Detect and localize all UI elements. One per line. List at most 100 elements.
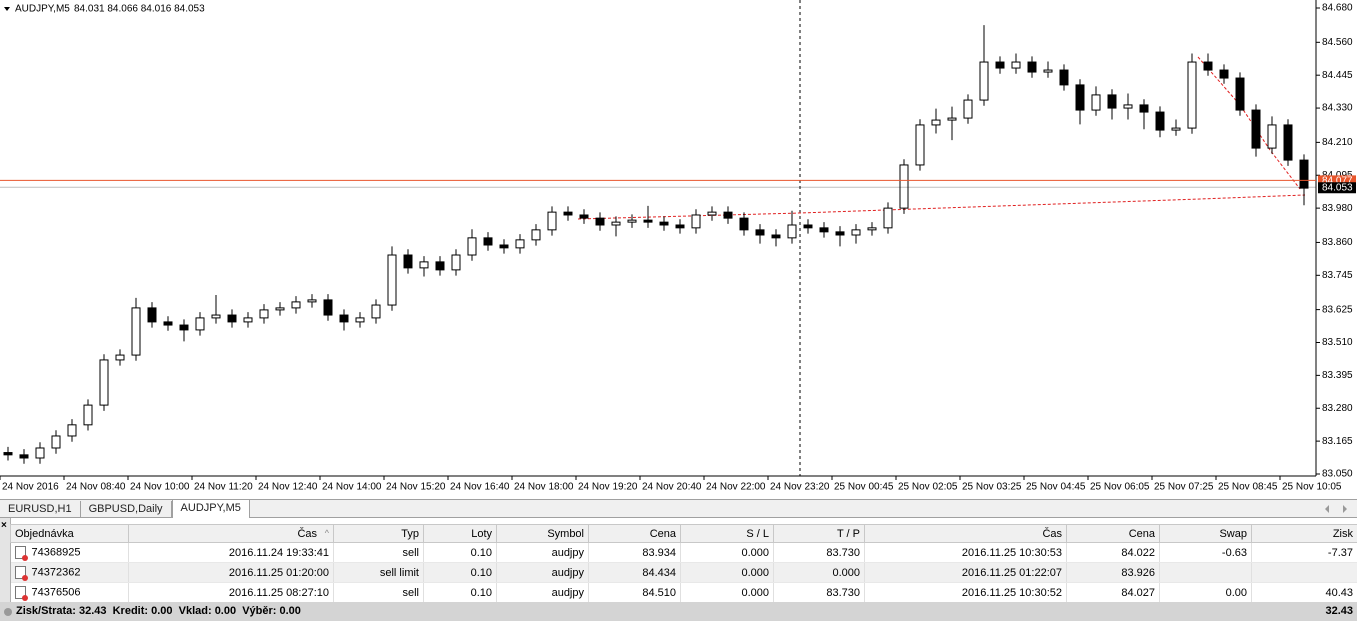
cell: 0.000 (773, 562, 865, 583)
cell: audjpy (496, 542, 589, 563)
column-header[interactable]: Symbol (496, 524, 589, 543)
column-header[interactable]: Swap (1159, 524, 1252, 543)
price-label-box (1318, 175, 1356, 187)
chart: AUDJPY,M5 84.031 84.066 84.016 84.053 84… (0, 0, 1356, 493)
candle-body (995, 61, 1005, 69)
candle-body (627, 219, 637, 223)
candle-body (499, 244, 509, 249)
candle-body (787, 224, 797, 239)
candle-body (1203, 61, 1213, 71)
candle-body (115, 354, 125, 361)
tab[interactable]: AUDJPY,M5 (171, 500, 250, 518)
cell: sell (333, 542, 424, 563)
x-tick-label: 25 Nov 10:05 (1282, 482, 1342, 493)
close-icon[interactable]: × (1, 520, 7, 531)
candle-body (1251, 109, 1261, 149)
cell: 2016.11.24 19:33:41 (128, 542, 334, 563)
trade-line (577, 194, 1306, 220)
candle-body (515, 239, 525, 249)
column-header[interactable]: Zisk (1251, 524, 1357, 543)
candle-body (227, 314, 237, 323)
column-header[interactable]: S / L (680, 524, 774, 543)
candle-body (67, 424, 77, 437)
order-id: 74368925 (31, 546, 81, 559)
cell: sell limit (333, 562, 424, 583)
x-tick-label: 24 Nov 10:00 (130, 482, 190, 493)
column-header[interactable]: Cena (588, 524, 681, 543)
candle-body (595, 217, 605, 226)
order-id: 74376506 (31, 586, 81, 599)
cell: 0.000 (680, 542, 774, 563)
candle-body (83, 404, 93, 426)
candle-body (275, 307, 285, 311)
cell: 0.10 (423, 562, 497, 583)
order-row[interactable]: 74376506 2016.11.25 08:27:10 sell 0.10 audjp… (10, 582, 1357, 603)
footer-total: 32.43 (1325, 605, 1353, 617)
candle-body (1283, 124, 1293, 161)
column-header[interactable]: Typ (333, 524, 424, 543)
y-tick-label: 83.165 (1322, 436, 1353, 447)
column-header[interactable]: Loty (423, 524, 497, 543)
y-tick-label: 84.095 (1322, 170, 1353, 181)
column-header[interactable]: T / P (773, 524, 865, 543)
cell: 74376506 (10, 582, 129, 603)
candle-body (483, 237, 493, 246)
candle-body (1267, 124, 1277, 149)
x-tick-label: 25 Nov 03:25 (962, 482, 1022, 493)
candle-body (179, 324, 189, 331)
candle-body (707, 211, 717, 216)
candle-body (323, 299, 333, 316)
order-row[interactable]: 74368925 2016.11.24 19:33:41 sell 0.10 audjp… (10, 542, 1357, 563)
column-header[interactable]: Čas (864, 524, 1067, 543)
candle-body (147, 307, 157, 323)
candle-body (131, 307, 141, 356)
tab-nav[interactable] (1315, 501, 1355, 517)
cell: 74368925 (10, 542, 129, 563)
cell: 2016.11.25 01:20:00 (128, 562, 334, 583)
cell (1159, 562, 1252, 583)
column-header[interactable]: Objednávka (10, 524, 129, 543)
order-row[interactable]: 74372362 2016.11.25 01:20:00 sell limit 0.1… (10, 562, 1357, 583)
column-header[interactable]: Cena (1066, 524, 1160, 543)
cell: 83.730 (773, 582, 865, 603)
candle-body (931, 119, 941, 126)
column-header[interactable]: Čas ^ (128, 524, 334, 543)
candle-body (675, 224, 685, 229)
tab[interactable]: GBPUSD,Daily (81, 501, 172, 517)
trade-line (1197, 56, 1301, 190)
candle-body (547, 211, 557, 231)
cell: -7.37 (1251, 542, 1357, 563)
x-tick-label: 24 Nov 08:40 (66, 482, 126, 493)
candle-body (35, 447, 45, 459)
candle-body (867, 227, 877, 231)
tab[interactable]: EURUSD,H1 (0, 501, 81, 517)
ohlc-text: 84.031 84.066 84.016 84.053 (74, 4, 205, 15)
candle-body (19, 454, 29, 459)
x-tick-label: 24 Nov 19:20 (578, 482, 638, 493)
candle-body (307, 299, 317, 303)
cell: 2016.11.25 08:27:10 (128, 582, 334, 603)
tab-bar: EURUSD,H1 GBPUSD,Daily AUDJPY,M5 (0, 499, 1357, 518)
cell: 84.027 (1066, 582, 1160, 603)
candle-body (771, 234, 781, 239)
candle-body (451, 254, 461, 271)
x-tick-label: 24 Nov 23:20 (770, 482, 830, 493)
x-tick-label: 24 Nov 15:20 (386, 482, 446, 493)
cell: 0.10 (423, 582, 497, 603)
candle-body (51, 435, 61, 449)
candle-body (1027, 61, 1037, 73)
x-tick-label: 25 Nov 04:45 (1026, 482, 1086, 493)
cell: 0.000 (680, 582, 774, 603)
y-tick-label: 83.050 (1322, 469, 1353, 480)
candle-body (355, 317, 365, 323)
menu-arrow[interactable] (4, 7, 10, 11)
candle-body (1091, 94, 1101, 111)
x-tick-label: 24 Nov 22:00 (706, 482, 766, 493)
candle-body (1075, 84, 1085, 111)
x-tick-label: 25 Nov 02:05 (898, 482, 958, 493)
candle-body (211, 314, 221, 319)
candle-body (1299, 159, 1309, 189)
y-tick-label: 83.510 (1322, 337, 1353, 348)
